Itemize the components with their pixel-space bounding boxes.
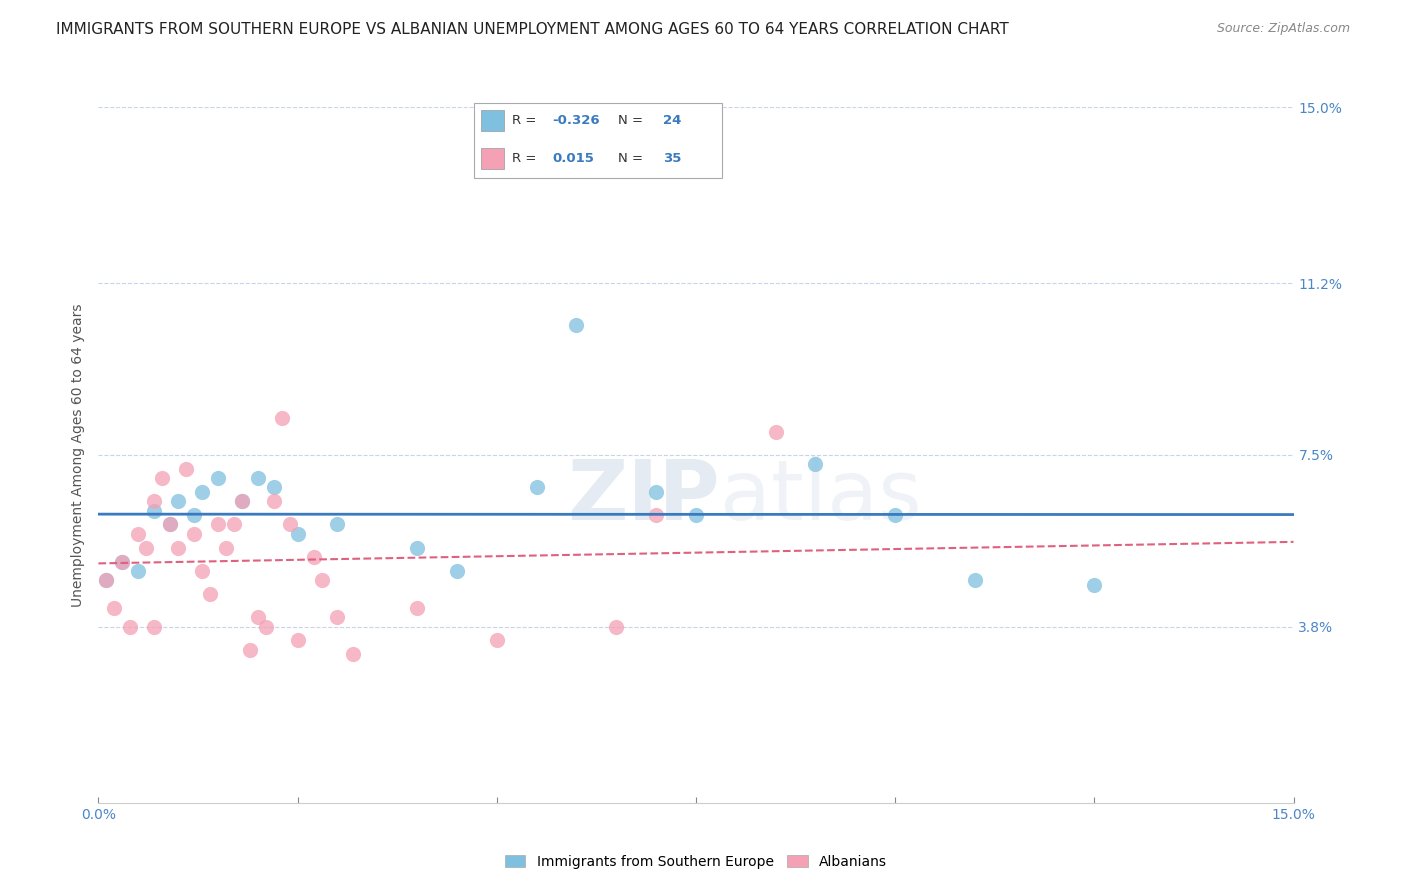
Text: ZIP: ZIP [568,456,720,537]
Point [198,587,221,601]
Point [485,633,508,648]
Text: atlas: atlas [720,456,921,537]
Point [884,508,907,523]
Point [963,573,986,587]
Point [326,517,349,532]
Point [183,526,205,541]
Point [645,508,668,523]
Point [287,526,309,541]
Point [143,494,166,508]
Bar [481,111,503,131]
Text: -0.326: -0.326 [553,114,599,128]
Legend: Immigrants from Southern Europe, Albanians: Immigrants from Southern Europe, Albania… [498,848,894,876]
Point [406,601,429,615]
Point [246,610,269,624]
FancyBboxPatch shape [474,103,721,178]
Point [278,517,301,532]
Point [804,457,827,471]
Point [254,619,277,633]
Point [111,555,134,569]
Point [96,573,118,587]
Point [183,508,205,523]
Point [765,425,787,439]
Point [326,610,349,624]
Point [526,480,548,494]
Text: N =: N = [617,153,647,165]
Point [246,471,269,485]
Point [215,541,238,555]
Point [135,541,157,555]
Point [191,564,214,578]
Point [111,555,134,569]
Point [222,517,245,532]
Text: 0.015: 0.015 [553,153,593,165]
Point [191,485,214,500]
Point [302,549,325,564]
Point [167,494,190,508]
Point [1083,578,1105,592]
Point [406,541,429,555]
Point [150,471,173,485]
Point [263,494,285,508]
Point [605,619,627,633]
Point [287,633,309,648]
Point [263,480,285,494]
Point [311,573,333,587]
Point [143,619,166,633]
Point [207,517,229,532]
Point [174,462,197,476]
Point [167,541,190,555]
Point [342,648,364,662]
Bar [481,148,503,169]
Point [143,503,166,517]
Text: N =: N = [617,114,647,128]
Point [239,642,262,657]
Point [103,601,125,615]
Point [127,564,149,578]
Text: 24: 24 [664,114,682,128]
Text: R =: R = [512,114,540,128]
Point [120,619,142,633]
Point [207,471,229,485]
Point [231,494,253,508]
Point [159,517,181,532]
Text: 35: 35 [664,153,682,165]
Point [127,526,149,541]
Point [159,517,181,532]
Point [685,508,707,523]
Point [446,564,468,578]
Y-axis label: Unemployment Among Ages 60 to 64 years: Unemployment Among Ages 60 to 64 years [70,303,84,607]
Point [231,494,253,508]
Text: IMMIGRANTS FROM SOUTHERN EUROPE VS ALBANIAN UNEMPLOYMENT AMONG AGES 60 TO 64 YEA: IMMIGRANTS FROM SOUTHERN EUROPE VS ALBAN… [56,22,1010,37]
Point [270,410,292,425]
Point [565,318,588,332]
Point [645,485,668,500]
Text: R =: R = [512,153,540,165]
Text: Source: ZipAtlas.com: Source: ZipAtlas.com [1216,22,1350,36]
Point [96,573,118,587]
